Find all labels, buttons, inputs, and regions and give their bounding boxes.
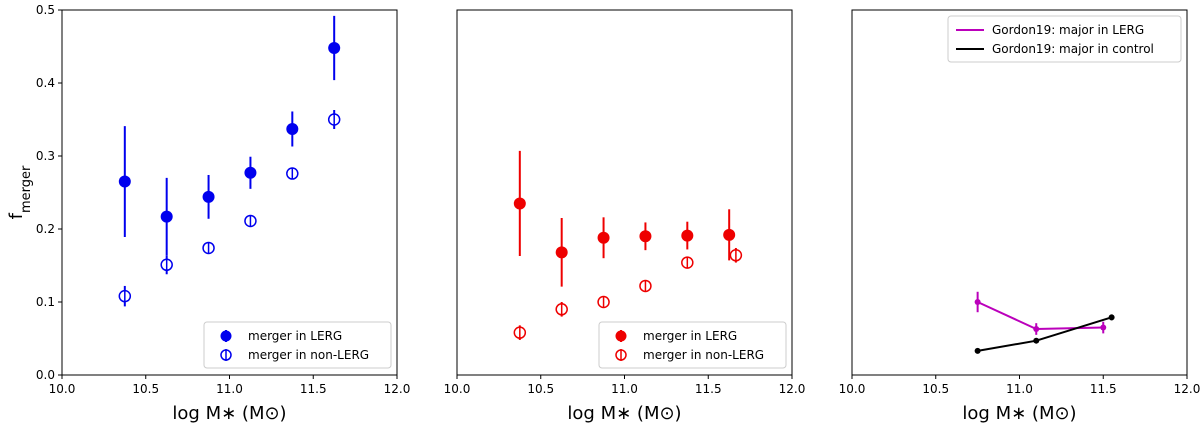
legend: Gordon19: major in LERG Gordon19: major i… [947,15,1182,63]
x-tick-label: 10.5 [132,382,159,396]
x-axis-label: log M∗ (M⊙) [172,403,286,424]
data-point [328,41,341,54]
series-line [977,316,1112,352]
legend-label: merger in non-LERG [643,348,764,362]
x-tick-label: 10.5 [527,382,554,396]
chart-panel-middle: 10.0 10.5 11.0 11.5 12.0 log M∗ (M⊙) merger in… [444,9,806,424]
x-tick-label: 10.0 [49,382,76,396]
x-tick-label: 11.0 [1006,382,1033,396]
data-point [1108,314,1115,321]
y-tick-label: 0.3 [36,149,55,163]
series-gordon19-major-in-control [974,314,1115,354]
x-tick-label: 11.0 [611,382,638,396]
x-tick-label: 10.0 [839,382,866,396]
series-merger-in-lerg [118,15,341,256]
legend-box [203,321,392,369]
legend-label: Gordon19: major in LERG [992,23,1144,37]
legend-label: Gordon19: major in control [992,42,1154,56]
legend-marker [220,330,232,342]
legend-box [598,321,787,369]
data-point [160,210,173,223]
x-tick-label: 11.5 [1090,382,1117,396]
x-axis-label: log M∗ (M⊙) [962,403,1076,424]
data-point [974,299,981,305]
chart-panel-left: 10.0 10.5 11.0 11.5 12.0 0.0 0.1 0.2 0.3 0.4 0.5 lo… [6,3,410,424]
data-point [974,347,981,354]
data-point [513,197,526,210]
data-point [1033,326,1040,333]
legend-label: merger in LERG [643,329,737,343]
chart-panel-right: 10.0 10.5 11.0 11.5 12.0 log M∗ (M⊙) Gordon19:… [839,9,1200,424]
y-tick-label: 0.5 [36,3,55,17]
legend: merger in LERG merger in non-LERG [598,321,787,369]
data-point [118,175,131,188]
y-tick-label: 0.0 [36,368,55,382]
data-point [244,166,257,179]
legend-marker [615,330,627,342]
plot-frame [456,9,793,376]
y-tick-label: 0.1 [36,295,55,309]
data-point [286,122,299,135]
legend-box [947,15,1182,63]
x-axis-label: log M∗ (M⊙) [567,403,681,424]
data-point [681,229,694,242]
y-axis-label-main: f [6,212,27,219]
x-tick-label: 12.0 [779,382,806,396]
y-tick-label: 0.2 [36,222,55,236]
x-tick-label: 10.5 [922,382,949,396]
legend-label: merger in LERG [248,329,342,343]
series-merger-in-non-lerg [118,110,341,307]
legend-label: merger in non-LERG [248,348,369,362]
y-tick-label: 0.4 [36,76,55,90]
y-axis-label: fmerger [6,165,34,219]
plot-frame [61,9,398,376]
data-point [639,230,652,243]
x-tick-label: 12.0 [1174,382,1200,396]
y-axis-label-subscript: merger [19,165,34,213]
data-point [555,246,568,259]
series-merger-in-non-lerg [513,247,743,340]
data-point [202,190,215,203]
series-merger-in-lerg [513,150,736,287]
data-point [723,228,736,241]
x-tick-label: 11.5 [695,382,722,396]
data-point [1033,337,1040,344]
x-tick-label: 12.0 [384,382,411,396]
data-point [597,231,610,244]
data-point [1100,324,1107,331]
x-tick-label: 11.0 [216,382,243,396]
legend: merger in LERG merger in non-LERG [203,321,392,369]
x-tick-label: 11.5 [300,382,327,396]
series-gordon19-major-in-lerg [974,291,1107,335]
x-tick-label: 10.0 [444,382,471,396]
